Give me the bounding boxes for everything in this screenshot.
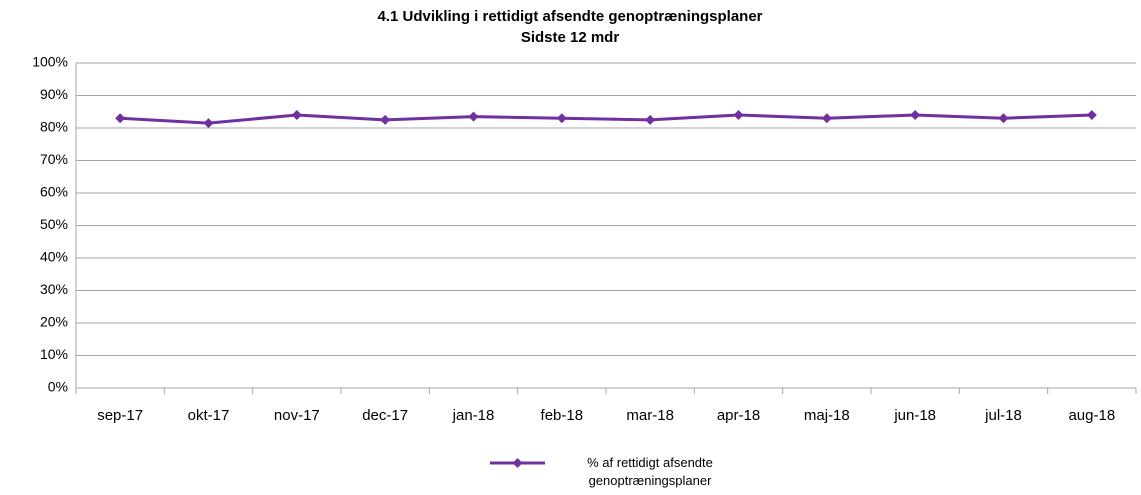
chart-title: 4.1 Udvikling i rettidigt afsendte genop… <box>377 8 762 25</box>
x-tick-label: sep-17 <box>97 407 143 424</box>
y-tick-label: 30% <box>40 281 68 297</box>
x-tick-label: jul-18 <box>984 407 1022 424</box>
x-tick-label: maj-18 <box>804 407 850 424</box>
legend-marker <box>512 458 523 468</box>
y-tick-label: 70% <box>40 151 68 167</box>
x-tick-label: jan-18 <box>452 407 495 424</box>
marker <box>115 113 126 124</box>
series-line <box>120 113 1092 125</box>
x-tick-label: okt-17 <box>188 407 230 424</box>
marker <box>998 113 1009 124</box>
legend-label: % af rettidigt afsendte genoptræningspla… <box>587 455 713 488</box>
marker <box>645 114 656 125</box>
marker <box>910 110 921 120</box>
x-tick-label: mar-18 <box>626 407 674 424</box>
marker <box>556 113 567 124</box>
marker <box>468 111 479 122</box>
marker <box>203 118 214 129</box>
y-tick-label: 20% <box>40 314 68 330</box>
y-tick-label: 100% <box>32 54 68 70</box>
y-tick-label: 40% <box>40 249 68 265</box>
marker <box>1086 110 1097 120</box>
marker <box>380 114 391 125</box>
x-tick-label: jun-18 <box>893 407 936 424</box>
y-tick-label: 0% <box>48 379 68 395</box>
x-tick-label: nov-17 <box>274 407 320 424</box>
marker <box>291 110 302 120</box>
y-tick-label: 80% <box>40 119 68 135</box>
chart-subtitle: Sidste 12 mdr <box>521 29 620 46</box>
y-tick-label: 10% <box>40 346 68 362</box>
y-tick-label: 90% <box>40 86 68 102</box>
y-tick-label: 50% <box>40 216 68 232</box>
marker <box>821 113 832 124</box>
x-tick-label: dec-17 <box>362 407 408 424</box>
x-tick-label: feb-18 <box>541 407 584 424</box>
x-tick-label: apr-18 <box>717 407 760 424</box>
marker <box>733 110 744 120</box>
y-tick-label: 60% <box>40 184 68 200</box>
x-tick-label: aug-18 <box>1068 407 1115 424</box>
